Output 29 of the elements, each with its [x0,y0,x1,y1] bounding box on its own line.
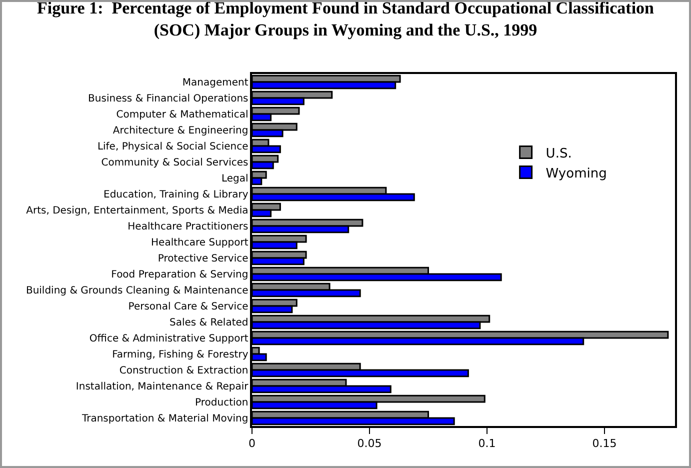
y-tick-label: Production [195,398,248,408]
y-tick-label: Education, Training & Library [104,190,248,200]
y-tick-label: Installation, Maintenance & Repair [76,382,250,392]
y-tick-label: Architecture & Engineering [112,126,248,136]
y-tick-label: Community & Social Services [101,158,248,168]
y-tick-label: Farming, Fishing & Forestry [112,350,248,360]
y-tick-label: Healthcare Support [151,238,248,248]
y-tick-label: Sales & Related [170,318,248,328]
legend-label: Wyoming [546,166,607,182]
y-tick-label: Protective Service [158,254,248,264]
y-tick-label: Business & Financial Operations [88,94,248,104]
chart-title: Figure 1: Percentage of Employment Found in Standard Occupational Classification (SOC) Major Groups in Wyoming and the U.S., 1999 [36,0,655,40]
x-tick-label: 0.05 [357,436,382,450]
y-tick-label: Management [182,78,248,88]
y-tick-label: Food Preparation & Serving [111,270,248,280]
x-tick-label: 0.15 [592,436,617,450]
y-tick-label: Legal [221,174,248,184]
y-tick-label: Construction & Extraction [119,366,248,376]
y-tick-label: Arts, Design, Entertainment, Sports & Media [26,206,248,216]
y-tick-label: Transportation & Material Moving [80,414,248,424]
y-tick-label: Life, Physical & Social Science [97,142,248,152]
y-tick-label: Computer & Mathematical [116,110,248,120]
x-tick-label: 0 [248,436,256,450]
y-tick-label: Office & Administrative Support [89,334,248,344]
x-tick-label: 0.1 [478,436,496,450]
y-tick-label: Building & Grounds Cleaning & Maintenance [26,286,248,296]
y-tick-label: Personal Care & Service [128,302,248,312]
legend-label: U.S. [546,146,572,162]
y-tick-label: Healthcare Practitioners [128,222,248,232]
